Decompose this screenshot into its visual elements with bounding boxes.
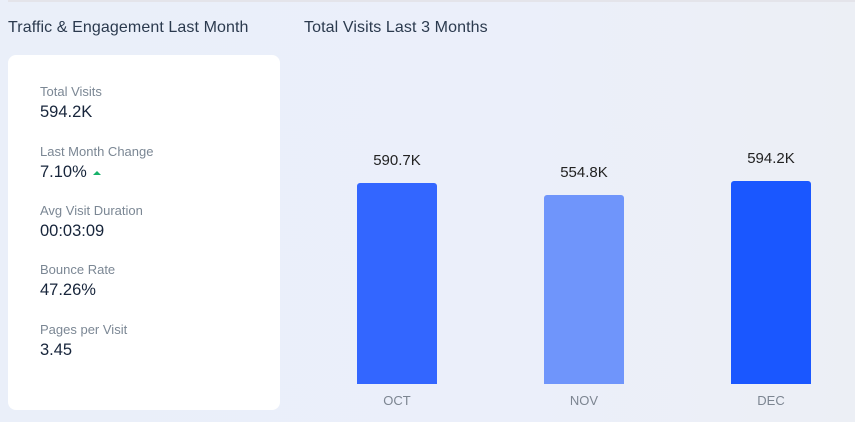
metric-value-text: 3.45 xyxy=(40,341,73,359)
metric-value-text: 594.2K xyxy=(40,103,93,121)
trend-up-icon xyxy=(92,171,101,175)
metric-value: 3.45 xyxy=(40,340,127,360)
metrics-card: Total Visits 594.2K Last Month Change 7.… xyxy=(8,55,280,410)
bar-group-oct: 590.7K OCT xyxy=(357,40,437,422)
metric-label: Pages per Visit xyxy=(40,322,128,337)
total-visits-chart-title: Total Visits Last 3 Months xyxy=(304,19,488,36)
metric-label: Last Month Change xyxy=(40,144,154,159)
bar-group-nov: 554.8K NOV xyxy=(544,40,624,422)
x-axis-label: OCT xyxy=(383,393,411,408)
metric-value: 7.10% xyxy=(40,162,153,182)
metric-value-text: 47.26% xyxy=(40,281,96,299)
metric-total-visits: Total Visits 594.2K xyxy=(40,84,102,122)
top-divider xyxy=(8,0,855,2)
metric-avg-visit-duration: Avg Visit Duration 00:03:09 xyxy=(40,203,143,241)
metric-label: Total Visits xyxy=(40,84,102,99)
metric-label: Avg Visit Duration xyxy=(40,203,143,218)
bar-value-label: 594.2K xyxy=(747,150,795,167)
metric-pages-per-visit: Pages per Visit 3.45 xyxy=(40,322,127,360)
metric-value-text: 7.10% xyxy=(40,163,87,181)
bar-nov[interactable] xyxy=(544,195,624,384)
total-visits-bar-chart: 590.7K OCT 554.8K NOV 594.2K DEC xyxy=(300,40,855,422)
bar-value-label: 590.7K xyxy=(373,152,421,169)
metric-label: Bounce Rate xyxy=(40,262,116,277)
bar-group-dec: 594.2K DEC xyxy=(731,40,811,422)
traffic-engagement-title: Traffic & Engagement Last Month xyxy=(8,19,249,36)
bar-dec[interactable] xyxy=(731,181,811,384)
metric-bounce-rate: Bounce Rate 47.26% xyxy=(40,262,115,300)
metric-last-month-change: Last Month Change 7.10% xyxy=(40,144,153,182)
bar-value-label: 554.8K xyxy=(560,164,608,181)
x-axis-label: NOV xyxy=(569,393,599,408)
metric-value: 47.26% xyxy=(40,280,115,300)
metric-value-text: 00:03:09 xyxy=(40,222,105,240)
x-axis-label: DEC xyxy=(757,393,785,408)
bar-oct[interactable] xyxy=(357,183,437,384)
metric-value: 594.2K xyxy=(40,102,102,122)
metric-value: 00:03:09 xyxy=(40,221,143,241)
